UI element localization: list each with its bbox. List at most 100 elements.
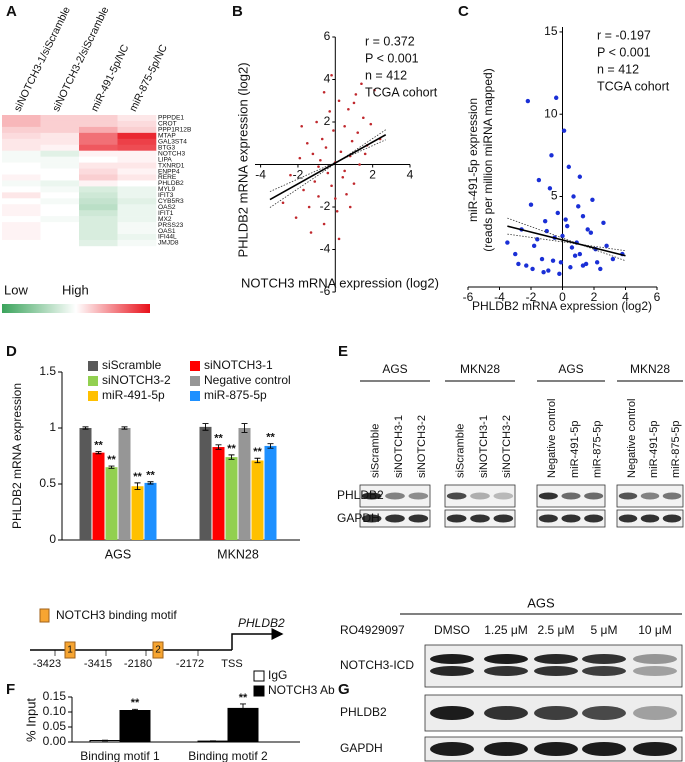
x-tick-label: Binding motif 1 [80, 749, 160, 762]
point [309, 231, 313, 234]
band [640, 514, 660, 523]
band [430, 706, 474, 720]
confidence-band [269, 129, 386, 208]
legend-label: miR-491-5p [102, 388, 165, 402]
y-tick-label: 15 [544, 24, 558, 38]
point [530, 266, 535, 272]
heat-cell [2, 198, 41, 205]
band [484, 742, 528, 756]
band [430, 742, 474, 756]
point [294, 216, 298, 219]
stat-text: r = -0.197 [597, 28, 651, 42]
row-label: LIPA [158, 156, 172, 163]
panel-label: D [6, 343, 17, 360]
point [580, 214, 586, 219]
error-bar [102, 739, 108, 742]
heat-cell [2, 210, 41, 217]
legend-high: High [62, 282, 89, 297]
heat-cell [117, 234, 157, 241]
band [534, 706, 578, 720]
bar [92, 452, 105, 540]
row-label: NOTCH3-ICD [340, 658, 414, 672]
heat-cell [40, 138, 80, 146]
stat-text: TCGA cohort [597, 79, 670, 93]
motif-box [64, 641, 76, 659]
point [337, 99, 341, 103]
stat-text: P < 0.001 [365, 51, 419, 65]
band [408, 492, 429, 500]
x-tick-label: AGS [105, 547, 131, 561]
error-bar [82, 426, 89, 430]
point [539, 256, 545, 262]
point [524, 263, 529, 268]
x-tick-label: 2 [591, 290, 598, 304]
legend-label: Negative control [204, 373, 291, 387]
x-tick-label: 2 [369, 168, 376, 182]
significance: ** [146, 470, 155, 482]
row-label: IFIT3 [158, 192, 174, 199]
row-label: ENPP4 [158, 168, 180, 175]
point [363, 152, 367, 156]
heat-cell [40, 150, 80, 157]
band [582, 666, 626, 676]
row-label: IFI44L [158, 234, 177, 241]
point [544, 228, 549, 234]
motif-number: 1 [67, 645, 73, 656]
heat-cell [79, 115, 118, 122]
bar [225, 457, 238, 540]
stat-text: P < 0.001 [597, 45, 651, 59]
heat-cell [40, 186, 80, 193]
heat-cell [79, 144, 118, 151]
lane-label: Negative control [546, 399, 558, 479]
y-axis-label: (reads per million miRNA mapped) [481, 68, 495, 251]
legend-label: NOTCH3 Ab [268, 683, 335, 697]
row-label: BTG3 [158, 144, 176, 151]
band [430, 666, 474, 676]
legend-label: siNOTCH3-2 [102, 373, 171, 387]
y-tick-label: 1 [49, 420, 56, 434]
band [561, 492, 581, 500]
band [484, 654, 528, 664]
heat-cell [40, 120, 80, 128]
heat-cell [79, 156, 118, 163]
compound: RO4929097 [340, 623, 405, 637]
heat-cell [40, 126, 80, 134]
confidence-band [269, 139, 386, 192]
lane-label: siScramble [455, 424, 467, 478]
error-bar [121, 426, 128, 430]
point [554, 95, 559, 100]
point [571, 194, 576, 199]
significance: ** [94, 439, 103, 451]
heat-cell [40, 222, 80, 229]
error-bar [215, 444, 222, 450]
band [446, 514, 467, 523]
legend-swatch [88, 391, 98, 401]
heat-cell [79, 138, 118, 146]
heat-cell [2, 144, 41, 151]
heat-cell [2, 180, 41, 187]
legend-label: siScramble [102, 358, 162, 372]
heat-cell [79, 132, 118, 140]
band [538, 514, 558, 523]
band [640, 492, 660, 500]
point [560, 233, 565, 239]
point [348, 205, 352, 209]
point [546, 268, 551, 273]
significance: ** [214, 433, 223, 445]
error-bar [134, 482, 141, 491]
heat-cell [117, 138, 157, 146]
group-label: AGS [382, 362, 407, 376]
x-tick-label: 4 [622, 290, 629, 304]
x-tick-label: -6 [463, 290, 474, 304]
lane-label: 2.5 μM [538, 623, 575, 637]
gene-name: PHLDB2 [238, 616, 285, 630]
point [319, 158, 322, 162]
point [334, 197, 337, 200]
point [322, 222, 326, 226]
point [585, 227, 590, 232]
band [582, 742, 626, 756]
fit-line [269, 134, 387, 201]
point [516, 261, 521, 267]
point [580, 263, 586, 268]
